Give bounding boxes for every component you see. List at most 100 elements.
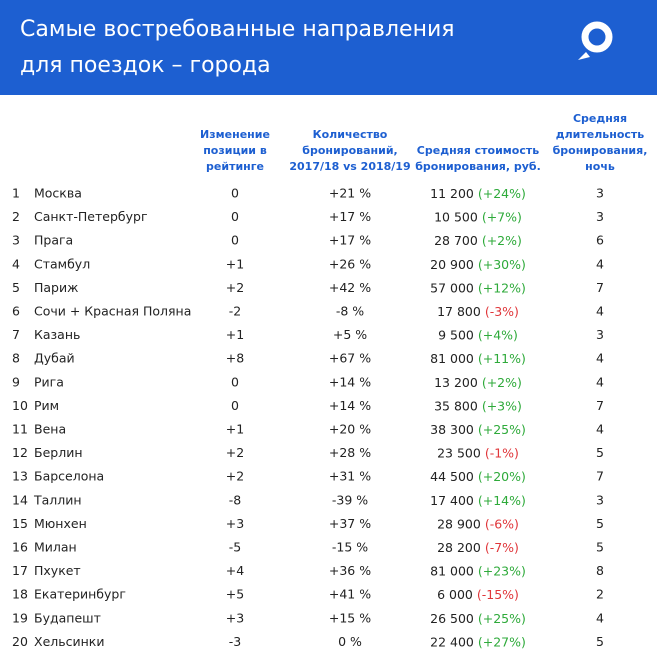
rank: 1 [12,186,20,201]
rank-change: -5 [229,540,241,555]
city: Дубай [34,351,75,366]
avg-nights: 4 [596,256,604,271]
cost-change: (+20%) [478,469,526,484]
bookings-change: -39 % [332,492,368,507]
bookings-change: +14 % [329,374,371,389]
bookings-change: +21 % [329,186,371,201]
avg-cost: 22 400 (+27%) [430,634,526,649]
avg-nights: 5 [596,634,604,649]
cost-value: 28 900 [437,516,481,531]
avg-nights: 8 [596,563,604,578]
cost-change: (+4%) [478,327,518,342]
bookings-change: +20 % [329,422,371,437]
cost-change: (+2%) [482,374,522,389]
avg-nights: 7 [596,280,604,295]
cost-change: (-15%) [477,587,519,602]
cost-value: 20 900 [430,256,474,271]
avg-nights: 5 [596,516,604,531]
city: Таллин [33,492,82,507]
rank: 20 [12,634,28,649]
city: Рига [34,374,64,389]
cost-value: 81 000 [430,563,474,578]
column-header: бронирования, руб. [415,160,541,173]
rank: 11 [12,422,28,437]
title-line: Самые востребованные направления [20,17,455,42]
rank-change: 0 [231,398,239,413]
city: Париж [34,280,78,295]
avg-cost: 81 000 (+11%) [430,351,526,366]
cost-change: (-7%) [485,540,519,555]
cost-value: 35 800 [434,398,478,413]
avg-cost: 6 000 (-15%) [437,587,519,602]
avg-cost: 20 900 (+30%) [430,256,526,271]
avg-nights: 2 [596,587,604,602]
rank-change: +3 [226,516,244,531]
avg-nights: 3 [596,492,604,507]
rank: 12 [12,445,28,460]
column-header: Изменение [200,128,270,141]
city: Рим [34,398,59,413]
column-header: Средняя [573,112,627,125]
avg-cost: 38 300 (+25%) [430,422,526,437]
cost-value: 57 000 [430,280,474,295]
avg-cost: 28 700 (+2%) [434,233,522,248]
avg-cost: 26 500 (+25%) [430,610,526,625]
avg-nights: 7 [596,469,604,484]
cost-value: 26 500 [430,610,474,625]
rank-change: -8 [229,492,242,507]
cost-change: (+27%) [478,634,526,649]
city: Барселона [34,469,104,484]
city: Екатеринбург [34,587,126,602]
avg-nights: 5 [596,445,604,460]
rank-change: -3 [229,634,241,649]
avg-nights: 4 [596,304,604,319]
rank: 16 [12,540,28,555]
rank-change: -2 [229,304,241,319]
column-header: длительность [556,128,645,141]
avg-cost: 11 200 (+24%) [430,186,526,201]
header-bar [0,0,657,95]
city: Санкт-Петербург [34,209,148,224]
rank: 13 [12,469,28,484]
avg-cost: 28 200 (-7%) [437,540,519,555]
column-header: позиции в [203,144,267,157]
avg-cost: 13 200 (+2%) [434,374,522,389]
rank: 2 [12,209,20,224]
title-line: для поездок – города [20,53,271,78]
rank-change: +2 [226,469,244,484]
avg-cost: 23 500 (-1%) [437,445,519,460]
cost-change: (+25%) [478,422,526,437]
avg-nights: 6 [596,233,604,248]
cost-value: 11 200 [430,186,474,201]
avg-nights: 3 [596,186,604,201]
rank-change: 0 [231,209,239,224]
city: Милан [34,540,77,555]
rank-change: 0 [231,233,239,248]
column-header: бронирования, [553,144,648,157]
rank-change: +5 [226,587,244,602]
avg-cost: 28 900 (-6%) [437,516,519,531]
cost-value: 28 700 [434,233,478,248]
rank: 15 [12,516,28,531]
cost-value: 28 200 [437,540,481,555]
bookings-change: +5 % [333,327,367,342]
avg-cost: 9 500 (+4%) [438,327,518,342]
rank: 10 [12,398,28,413]
rank-change: +1 [226,422,244,437]
bookings-change: +42 % [329,280,371,295]
cost-change: (-1%) [485,445,519,460]
city: Сочи + Красная Поляна [34,304,191,319]
rank: 3 [12,233,20,248]
avg-cost: 44 500 (+20%) [430,469,526,484]
rank: 17 [12,563,28,578]
avg-cost: 17 800 (-3%) [437,304,519,319]
rank: 19 [12,610,28,625]
avg-nights: 7 [596,398,604,413]
avg-cost: 10 500 (+7%) [434,209,522,224]
rank: 7 [12,327,20,342]
bookings-change: +37 % [329,516,371,531]
avg-nights: 4 [596,374,604,389]
cost-value: 38 300 [430,422,474,437]
avg-nights: 3 [596,327,604,342]
